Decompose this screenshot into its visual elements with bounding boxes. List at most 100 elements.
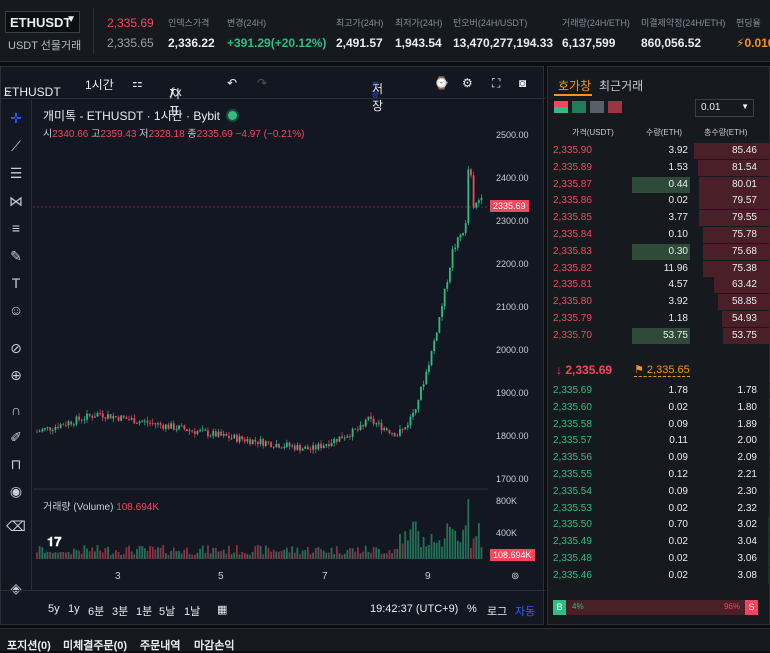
tab-positions[interactable]: 포지션(0) bbox=[7, 640, 51, 652]
chart-settings-icon[interactable]: ⊚ bbox=[511, 571, 520, 582]
candle-body bbox=[49, 427, 52, 431]
bid-row[interactable]: 2,335.69 1.78 1.78 bbox=[548, 383, 770, 399]
ask-row[interactable]: 2,335.80 3.92 58.85 bbox=[548, 294, 770, 311]
crosshair-icon[interactable]: ✛ bbox=[10, 110, 22, 126]
tab-recent-trades[interactable]: 최근거래 bbox=[599, 79, 644, 93]
layers-icon[interactable]: ◈ bbox=[10, 580, 22, 596]
order-qty: 0.02 bbox=[668, 195, 688, 207]
candle-body bbox=[178, 425, 180, 430]
pattern-icon[interactable]: ⋈ bbox=[9, 193, 23, 209]
emoji-icon[interactable]: ☺ bbox=[8, 302, 24, 318]
log-toggle[interactable]: 로그 bbox=[487, 606, 508, 618]
lock-icon[interactable]: ⊓ bbox=[10, 456, 22, 472]
candle-body bbox=[162, 424, 165, 429]
symbol-selector[interactable]: ETHUSDT ▼ bbox=[5, 11, 80, 33]
range-1m[interactable]: 1분 bbox=[136, 606, 153, 618]
range-1y[interactable]: 1y bbox=[68, 603, 80, 615]
range-5y[interactable]: 5y bbox=[48, 603, 60, 615]
bid-row[interactable]: 2,335.50 0.70 3.02 bbox=[548, 517, 770, 534]
volume-bar bbox=[170, 551, 173, 559]
ruler-icon[interactable]: ⊘ bbox=[10, 340, 22, 356]
percent-toggle[interactable]: % bbox=[467, 603, 477, 615]
candle-body bbox=[278, 443, 280, 448]
ask-row[interactable]: 2,335.82 11.96 75.38 bbox=[548, 260, 770, 277]
volume-bar bbox=[351, 548, 354, 559]
ask-row[interactable]: 2,335.89 1.53 81.54 bbox=[548, 159, 770, 176]
candle-body bbox=[104, 417, 107, 419]
bid-row[interactable]: 2,335.56 0.09 2.09 bbox=[548, 450, 770, 467]
bid-row[interactable]: 2,335.46 0.02 3.08 bbox=[548, 567, 770, 584]
view-bids-icon[interactable] bbox=[572, 101, 586, 113]
ask-row[interactable]: 2,335.86 0.02 79.57 bbox=[548, 193, 770, 210]
volume-bar bbox=[180, 553, 183, 559]
ask-row[interactable]: 2,335.90 3.92 85.46 bbox=[548, 143, 770, 159]
range-3m[interactable]: 3분 bbox=[112, 606, 129, 618]
order-total: 2.00 bbox=[737, 435, 757, 447]
channel-icon[interactable]: ☰ bbox=[9, 165, 23, 181]
bid-row[interactable]: 2,335.53 0.02 2.32 bbox=[548, 500, 770, 517]
candle-body bbox=[262, 439, 265, 446]
tab-closed-pnl[interactable]: 마감손익 bbox=[194, 640, 235, 652]
volume-bar bbox=[43, 552, 46, 559]
volume-bar bbox=[306, 547, 309, 559]
candle-body bbox=[41, 429, 44, 432]
view-sells-icon[interactable] bbox=[608, 101, 622, 113]
bid-row[interactable]: 2,335.55 0.12 2.21 bbox=[548, 467, 770, 483]
ask-row[interactable]: 2,335.85 3.77 79.55 bbox=[548, 210, 770, 227]
bid-row[interactable]: 2,335.58 0.09 1.89 bbox=[548, 416, 770, 433]
lock-draw-icon[interactable]: ✐ bbox=[10, 429, 22, 445]
range-5d[interactable]: 5날 bbox=[159, 606, 176, 618]
calendar-icon[interactable]: ▦ bbox=[217, 604, 228, 616]
bid-row[interactable]: 2,335.48 0.02 3.06 bbox=[548, 551, 770, 567]
candle-body bbox=[57, 426, 59, 429]
volume-tag: 108.694K bbox=[490, 549, 535, 561]
candle-body bbox=[467, 169, 470, 224]
volume-bar bbox=[259, 545, 262, 559]
volume-bar bbox=[196, 552, 199, 559]
range-6m[interactable]: 6분 bbox=[88, 606, 105, 618]
bid-row[interactable]: 2,335.49 0.02 3.04 bbox=[548, 534, 770, 551]
ask-row[interactable]: 2,335.70 53.75 53.75 bbox=[548, 327, 770, 344]
price-chart[interactable] bbox=[1, 67, 545, 626]
bid-row[interactable]: 2,335.57 0.11 2.00 bbox=[548, 433, 770, 450]
text-icon[interactable]: T bbox=[11, 275, 21, 291]
alert-icon[interactable]: ⌚ bbox=[434, 76, 449, 90]
volume-bar bbox=[449, 526, 451, 559]
bid-row[interactable]: 2,335.54 0.09 2.30 bbox=[548, 483, 770, 500]
undo-icon[interactable]: ↶ bbox=[227, 76, 238, 90]
volume-bar bbox=[341, 554, 343, 559]
redo-icon[interactable]: ↷ bbox=[257, 76, 268, 90]
volume-bar bbox=[264, 545, 267, 559]
ask-row[interactable]: 2,335.79 1.18 54.93 bbox=[548, 311, 770, 327]
auto-toggle[interactable]: 자동 bbox=[515, 606, 536, 618]
tab-orderbook[interactable]: 호가창 bbox=[558, 79, 592, 93]
ask-row[interactable]: 2,335.87 0.44 80.01 bbox=[548, 176, 770, 193]
ask-row[interactable]: 2,335.83 0.30 75.68 bbox=[548, 243, 770, 260]
candle-type-icon[interactable]: ⚏ bbox=[132, 76, 143, 90]
volume-bar bbox=[470, 548, 472, 559]
magnet-icon[interactable]: ∩ bbox=[10, 402, 22, 418]
bid-row[interactable]: 2,335.60 0.02 1.80 bbox=[548, 399, 770, 416]
gear-icon[interactable]: ⚙ bbox=[462, 76, 473, 90]
brush-icon[interactable]: ✎ bbox=[10, 248, 22, 264]
view-asks-icon[interactable] bbox=[590, 101, 604, 113]
fullscreen-icon[interactable]: ⛶ bbox=[492, 76, 501, 90]
precision-select[interactable]: 0.01 ▼ bbox=[695, 99, 754, 117]
interval-button[interactable]: 1시간 bbox=[85, 78, 114, 92]
tab-open-orders[interactable]: 미체결주문(0) bbox=[63, 640, 128, 652]
volume-bar bbox=[312, 552, 315, 559]
ask-row[interactable]: 2,335.84 0.10 75.78 bbox=[548, 227, 770, 243]
view-both-icon[interactable] bbox=[554, 101, 568, 113]
tab-order-history[interactable]: 주문내역 bbox=[140, 640, 181, 652]
fib-icon[interactable]: ≡ bbox=[11, 220, 21, 236]
zoom-in-icon[interactable]: ⊕ bbox=[10, 367, 22, 383]
candle-body bbox=[133, 418, 136, 424]
camera-icon[interactable]: ◙ bbox=[519, 76, 527, 90]
clock-time[interactable]: 19:42:37 (UTC+9) bbox=[370, 603, 459, 615]
ask-row[interactable]: 2,335.81 4.57 63.42 bbox=[548, 277, 770, 294]
eye-icon[interactable]: ◉ bbox=[9, 483, 23, 499]
range-1d[interactable]: 1날 bbox=[184, 606, 201, 618]
candle-body bbox=[430, 351, 433, 366]
trash-icon[interactable]: ⌫ bbox=[6, 518, 26, 534]
trendline-icon[interactable]: ⟋ bbox=[11, 138, 21, 154]
